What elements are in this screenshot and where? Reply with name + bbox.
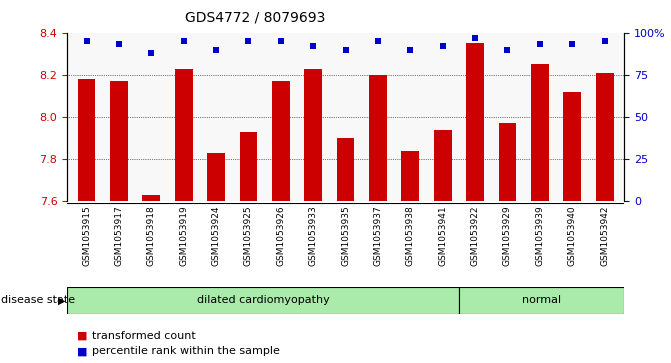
Text: GSM1053929: GSM1053929 xyxy=(503,206,512,266)
Text: ■: ■ xyxy=(77,346,88,356)
Text: GSM1053915: GSM1053915 xyxy=(82,206,91,266)
Text: transformed count: transformed count xyxy=(92,331,196,341)
Bar xyxy=(459,287,624,314)
Text: GSM1053938: GSM1053938 xyxy=(406,206,415,266)
Text: GSM1053942: GSM1053942 xyxy=(600,206,609,266)
Bar xyxy=(110,81,127,201)
Bar xyxy=(401,151,419,201)
Bar xyxy=(596,73,613,201)
Bar xyxy=(174,69,193,201)
Text: GSM1053919: GSM1053919 xyxy=(179,206,188,266)
Text: GSM1053940: GSM1053940 xyxy=(568,206,576,266)
Bar xyxy=(142,195,160,201)
Text: normal: normal xyxy=(522,295,561,305)
Text: GSM1053924: GSM1053924 xyxy=(211,206,221,266)
Bar xyxy=(499,123,517,201)
Bar xyxy=(531,64,549,201)
Bar xyxy=(240,132,258,201)
Text: GSM1053926: GSM1053926 xyxy=(276,206,285,266)
Bar xyxy=(466,43,484,201)
Bar xyxy=(433,130,452,201)
Text: GSM1053935: GSM1053935 xyxy=(341,206,350,266)
Bar xyxy=(304,69,322,201)
Bar xyxy=(207,153,225,201)
Text: ■: ■ xyxy=(77,331,88,341)
Bar xyxy=(337,138,354,201)
Bar xyxy=(272,81,290,201)
Bar xyxy=(78,79,95,201)
Text: dilated cardiomyopathy: dilated cardiomyopathy xyxy=(197,295,329,305)
Bar xyxy=(369,75,387,201)
Text: GSM1053939: GSM1053939 xyxy=(535,206,544,266)
Text: percentile rank within the sample: percentile rank within the sample xyxy=(92,346,280,356)
Text: GSM1053937: GSM1053937 xyxy=(374,206,382,266)
Text: GSM1053922: GSM1053922 xyxy=(470,206,480,266)
Text: GSM1053941: GSM1053941 xyxy=(438,206,447,266)
Text: GSM1053933: GSM1053933 xyxy=(309,206,317,266)
Bar xyxy=(564,92,581,201)
Text: GDS4772 / 8079693: GDS4772 / 8079693 xyxy=(185,11,325,25)
Text: ▶: ▶ xyxy=(58,295,66,305)
Text: GSM1053918: GSM1053918 xyxy=(147,206,156,266)
Text: disease state: disease state xyxy=(1,295,75,305)
Text: GSM1053925: GSM1053925 xyxy=(244,206,253,266)
Text: GSM1053917: GSM1053917 xyxy=(115,206,123,266)
Bar xyxy=(67,287,459,314)
